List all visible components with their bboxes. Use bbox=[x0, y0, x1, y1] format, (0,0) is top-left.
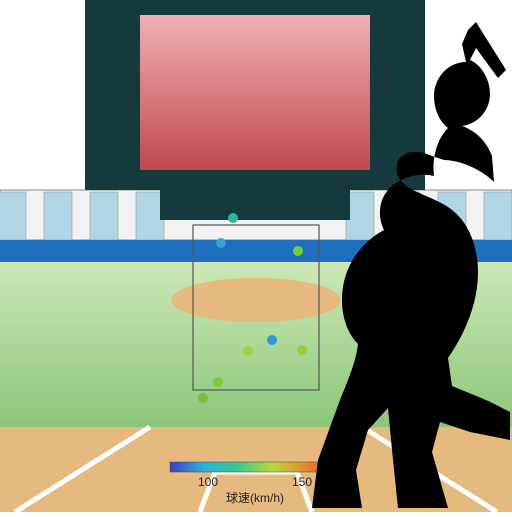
scoreboard-neck bbox=[160, 190, 350, 220]
pitch-point bbox=[297, 345, 307, 355]
stand-post bbox=[90, 192, 118, 240]
legend-bar bbox=[170, 462, 340, 472]
pitch-point bbox=[228, 213, 238, 223]
mound bbox=[171, 278, 341, 322]
stand-post bbox=[346, 192, 374, 240]
legend-tick: 100 bbox=[198, 475, 218, 489]
scoreboard-screen bbox=[140, 15, 370, 170]
pitch-point bbox=[213, 377, 223, 387]
legend-tick: 150 bbox=[292, 475, 312, 489]
pitch-point bbox=[267, 335, 277, 345]
pitch-point bbox=[216, 238, 226, 248]
stand-post bbox=[44, 192, 72, 240]
pitch-point bbox=[243, 346, 253, 356]
stand-post bbox=[0, 192, 26, 240]
pitch-point bbox=[198, 393, 208, 403]
stand-post bbox=[484, 192, 512, 240]
stand-post bbox=[136, 192, 164, 240]
legend-label: 球速(km/h) bbox=[226, 491, 284, 505]
pitch-point bbox=[293, 246, 303, 256]
